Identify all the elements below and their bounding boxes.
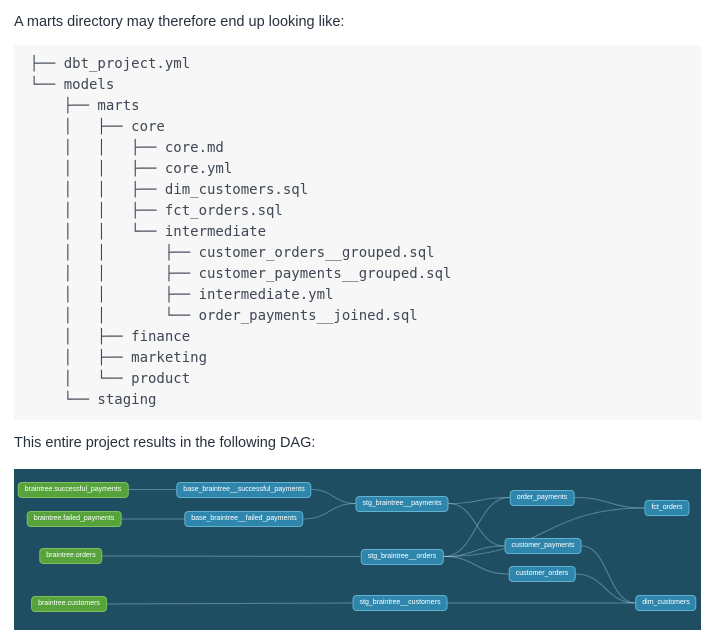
dag-edge-stg_braintree__payments-to-customer_payments: [448, 503, 505, 547]
dag-node-braintree.orders: braintree.orders: [39, 548, 103, 564]
dag-node-dim_customers: dim_customers: [635, 595, 697, 611]
dag-node-order_payments: order_payments: [509, 489, 575, 506]
dag-edge-base_braintree__successful_payments-to-stg_braintree__payments: [311, 489, 356, 504]
intro-text-dag: This entire project results in the follo…: [14, 435, 316, 451]
dag-edge-stg_braintree__orders-to-fct_orders: [443, 507, 645, 557]
dag-node-stg_braintree__payments: stg_braintree__payments: [355, 495, 449, 512]
dag-node-base_braintree__successful_payments: base_braintree__successful_payments: [176, 481, 312, 498]
dag-node-stg_braintree__customers: stg_braintree__customers: [352, 595, 448, 611]
dag-node-stg_braintree__orders: stg_braintree__orders: [360, 548, 444, 565]
dag-edge-stg_braintree__orders-to-order_payments: [443, 497, 510, 557]
dag-node-customer_orders: customer_orders: [508, 566, 576, 582]
directory-tree-code-block: ├── dbt_project.yml └── models ├── marts…: [14, 45, 701, 420]
intro-text-tree: A marts directory may therefore end up l…: [14, 14, 345, 30]
dag-node-fct_orders: fct_orders: [644, 500, 690, 516]
dag-edge-customer_orders-to-dim_customers: [575, 573, 636, 604]
dag-node-braintree.failed_payments: braintree.failed_payments: [26, 511, 122, 527]
dag-edge-order_payments-to-fct_orders: [574, 497, 645, 509]
dag-edge-base_braintree__failed_payments-to-stg_braintree__payments: [303, 503, 356, 520]
dag-edge-stg_braintree__orders-to-customer_orders: [443, 556, 509, 575]
dag-node-base_braintree__failed_payments: base_braintree__failed_payments: [184, 511, 304, 527]
dag-edge-stg_braintree__orders-to-customer_payments: [443, 545, 505, 557]
dag-edge-braintree.orders-to-stg_braintree__orders: [102, 555, 361, 557]
dag-edge-braintree.customers-to-stg_braintree__customers: [106, 602, 353, 605]
dag-node-braintree.customers: braintree.customers: [31, 596, 107, 612]
dag-edge-stg_braintree__payments-to-order_payments: [448, 497, 510, 504]
dag-edges: [102, 489, 645, 605]
dag-node-braintree.successful_payments: braintree.successful_payments: [17, 481, 129, 498]
dag-edge-customer_payments-to-dim_customers: [581, 545, 636, 604]
dag-image: braintree.successful_payments braintree.f…: [14, 469, 701, 630]
dag-node-customer_payments: customer_payments: [504, 538, 582, 554]
